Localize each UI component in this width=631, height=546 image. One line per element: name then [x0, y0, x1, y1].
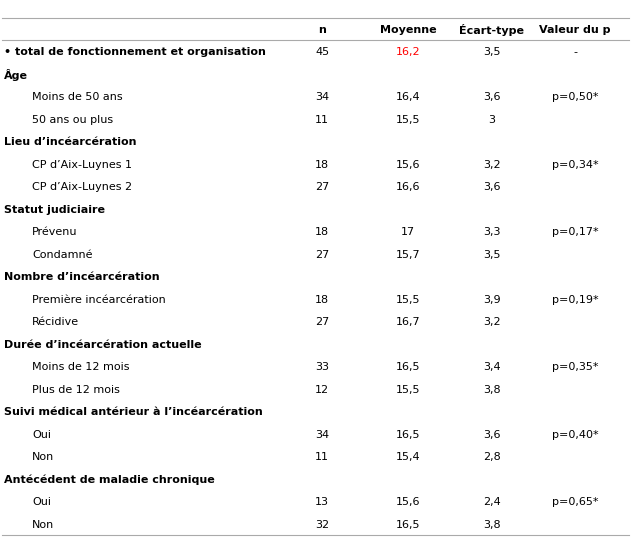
Text: 3: 3 — [488, 115, 495, 125]
Text: p=0,50*: p=0,50* — [551, 92, 598, 103]
Text: Prévenu: Prévenu — [32, 227, 78, 238]
Text: 3,8: 3,8 — [483, 385, 501, 395]
Text: Plus de 12 mois: Plus de 12 mois — [32, 385, 120, 395]
Text: 12: 12 — [315, 385, 329, 395]
Text: 3,6: 3,6 — [483, 182, 501, 192]
Text: p=0,19*: p=0,19* — [551, 295, 598, 305]
Text: p=0,40*: p=0,40* — [551, 430, 598, 440]
Text: 18: 18 — [315, 227, 329, 238]
Text: 32: 32 — [315, 520, 329, 530]
Text: 15,5: 15,5 — [396, 385, 420, 395]
Text: 3,9: 3,9 — [483, 295, 501, 305]
Text: -: - — [573, 48, 577, 57]
Text: 16,6: 16,6 — [396, 182, 420, 192]
Text: 50 ans ou plus: 50 ans ou plus — [32, 115, 113, 125]
Text: 15,6: 15,6 — [396, 160, 420, 170]
Text: 11: 11 — [315, 453, 329, 462]
Text: 3,8: 3,8 — [483, 520, 501, 530]
Text: 3,2: 3,2 — [483, 160, 501, 170]
Text: Récidive: Récidive — [32, 317, 79, 328]
Text: 34: 34 — [315, 430, 329, 440]
Text: Oui: Oui — [32, 497, 51, 507]
Text: p=0,65*: p=0,65* — [551, 497, 598, 507]
Text: Moins de 12 mois: Moins de 12 mois — [32, 363, 129, 372]
Text: 3,5: 3,5 — [483, 48, 501, 57]
Text: Écart-type: Écart-type — [459, 24, 524, 36]
Text: 15,6: 15,6 — [396, 497, 420, 507]
Text: 27: 27 — [315, 317, 329, 328]
Text: 13: 13 — [315, 497, 329, 507]
Text: 3,2: 3,2 — [483, 317, 501, 328]
Text: 15,5: 15,5 — [396, 295, 420, 305]
Text: 11: 11 — [315, 115, 329, 125]
Text: CP d’Aix-Luynes 1: CP d’Aix-Luynes 1 — [32, 160, 132, 170]
Text: 3,3: 3,3 — [483, 227, 501, 238]
Text: 15,5: 15,5 — [396, 115, 420, 125]
Text: 34: 34 — [315, 92, 329, 103]
Text: 15,4: 15,4 — [396, 453, 420, 462]
Text: 3,4: 3,4 — [483, 363, 501, 372]
Text: Valeur du p: Valeur du p — [540, 25, 611, 35]
Text: p=0,35*: p=0,35* — [551, 363, 598, 372]
Text: 16,5: 16,5 — [396, 363, 420, 372]
Text: 27: 27 — [315, 182, 329, 192]
Text: Lieu d’incéarcération: Lieu d’incéarcération — [4, 138, 136, 147]
Text: Condamné: Condamné — [32, 250, 93, 260]
Text: Durée d’incéarcération actuelle: Durée d’incéarcération actuelle — [4, 340, 202, 350]
Text: 16,7: 16,7 — [396, 317, 420, 328]
Text: 33: 33 — [315, 363, 329, 372]
Text: Première incéarcération: Première incéarcération — [32, 295, 166, 305]
Text: 27: 27 — [315, 250, 329, 260]
Text: 2,4: 2,4 — [483, 497, 501, 507]
Text: 16,5: 16,5 — [396, 430, 420, 440]
Text: 3,5: 3,5 — [483, 250, 501, 260]
Text: 17: 17 — [401, 227, 415, 238]
Text: Oui: Oui — [32, 430, 51, 440]
Text: 16,5: 16,5 — [396, 520, 420, 530]
Text: Statut judiciaire: Statut judiciaire — [4, 205, 105, 215]
Text: 15,7: 15,7 — [396, 250, 420, 260]
Text: • total de fonctionnement et organisation: • total de fonctionnement et organisatio… — [4, 48, 266, 57]
Text: Nombre d’incéarcération: Nombre d’incéarcération — [4, 272, 160, 282]
Text: Non: Non — [32, 453, 54, 462]
Text: Moins de 50 ans: Moins de 50 ans — [32, 92, 122, 103]
Text: 3,6: 3,6 — [483, 430, 501, 440]
Text: n: n — [318, 25, 326, 35]
Text: Moyenne: Moyenne — [380, 25, 436, 35]
Text: Non: Non — [32, 520, 54, 530]
Text: CP d’Aix-Luynes 2: CP d’Aix-Luynes 2 — [32, 182, 132, 192]
Text: 3,6: 3,6 — [483, 92, 501, 103]
Text: Âge: Âge — [4, 69, 28, 81]
Text: Suivi médical antérieur à l’incéarcération: Suivi médical antérieur à l’incéarcérati… — [4, 407, 262, 417]
Text: 2,8: 2,8 — [483, 453, 501, 462]
Text: 16,2: 16,2 — [396, 48, 420, 57]
Text: 45: 45 — [315, 48, 329, 57]
Text: Antécédent de maladie chronique: Antécédent de maladie chronique — [4, 474, 215, 485]
Text: 16,4: 16,4 — [396, 92, 420, 103]
Text: 18: 18 — [315, 295, 329, 305]
Text: p=0,17*: p=0,17* — [551, 227, 598, 238]
Text: 18: 18 — [315, 160, 329, 170]
Text: p=0,34*: p=0,34* — [551, 160, 598, 170]
